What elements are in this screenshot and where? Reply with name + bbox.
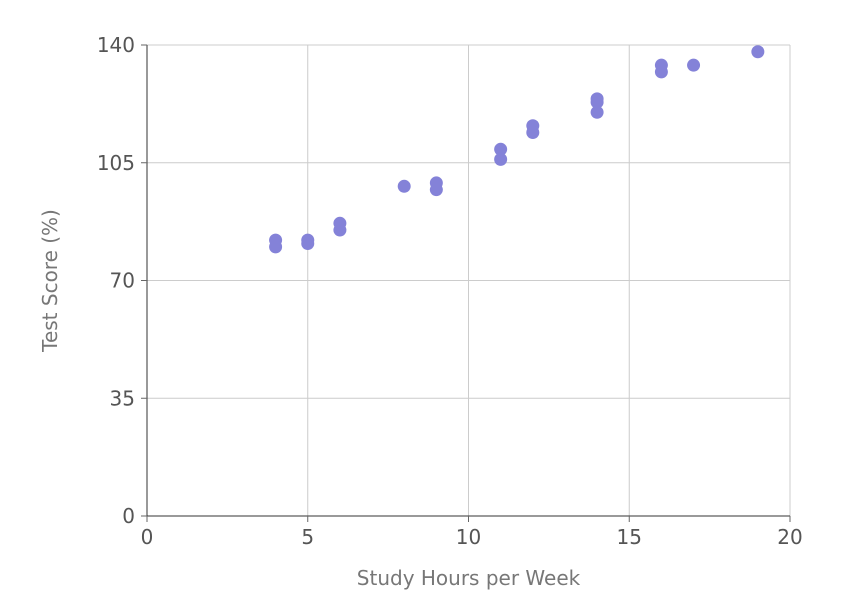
x-axis-title: Study Hours per Week xyxy=(357,566,581,590)
y-tick-label: 0 xyxy=(122,504,135,528)
data-point xyxy=(429,183,443,197)
data-point xyxy=(269,240,283,254)
y-tick-label: 70 xyxy=(110,269,135,293)
y-tick-label: 140 xyxy=(97,33,135,57)
data-point xyxy=(397,179,411,193)
data-point xyxy=(494,152,508,166)
y-axis-title: Test Score (%) xyxy=(38,209,62,353)
data-point xyxy=(751,45,765,59)
x-tick-label: 5 xyxy=(301,525,314,549)
x-tick-label: 10 xyxy=(456,525,481,549)
data-point xyxy=(301,236,315,250)
x-tick-label: 20 xyxy=(777,525,802,549)
data-point xyxy=(526,125,540,139)
y-tick-label: 35 xyxy=(110,386,135,410)
data-point xyxy=(590,95,604,109)
axis-layer: 0 5 10 15 20 0 35 70 105 140 xyxy=(97,33,803,549)
x-tick-label: 15 xyxy=(617,525,642,549)
data-point xyxy=(494,142,508,156)
data-point xyxy=(654,65,668,79)
y-tick-label: 105 xyxy=(97,151,135,175)
data-point xyxy=(333,223,347,237)
x-tick-label: 0 xyxy=(141,525,154,549)
grid-layer xyxy=(147,44,791,516)
points-layer xyxy=(269,45,765,254)
data-point xyxy=(687,58,701,72)
data-point xyxy=(590,105,604,119)
